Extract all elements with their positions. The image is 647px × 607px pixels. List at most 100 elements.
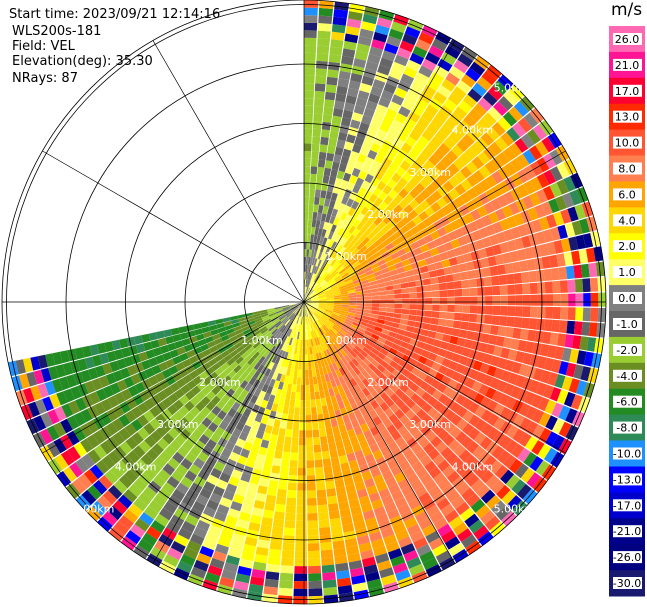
velocity-gate [384, 378, 394, 388]
velocity-gate [306, 308, 311, 317]
velocity-gate [394, 229, 404, 239]
velocity-gate [506, 316, 515, 327]
velocity-gate [223, 562, 239, 573]
velocity-gate [419, 177, 431, 189]
velocity-gate [394, 261, 404, 269]
velocity-gate [373, 270, 383, 277]
velocity-gate [473, 432, 487, 445]
velocity-gate [356, 305, 365, 310]
velocity-gate [363, 190, 373, 200]
velocity-gate [260, 311, 268, 316]
velocity-gate [491, 500, 506, 515]
velocity-gate [367, 53, 381, 65]
velocity-gate [337, 236, 345, 245]
velocity-gate [370, 142, 381, 153]
velocity-gate [158, 533, 174, 547]
velocity-gate [448, 257, 458, 266]
velocity-gate [70, 386, 82, 400]
velocity-gate [338, 316, 347, 321]
velocity-gate [27, 401, 40, 418]
velocity-gate [342, 48, 356, 58]
velocity-gate [479, 362, 490, 374]
velocity-gate [350, 466, 361, 477]
velocity-gate [524, 391, 536, 405]
velocity-gate [332, 311, 340, 316]
velocity-gate [378, 211, 388, 221]
velocity-gate [374, 153, 385, 164]
velocity-gate [311, 323, 315, 331]
velocity-gate [441, 530, 457, 544]
velocity-gate [399, 414, 410, 425]
velocity-gate [416, 221, 427, 232]
velocity-gate [216, 390, 226, 400]
velocity-gate [255, 343, 263, 352]
velocity-gate [505, 439, 519, 454]
velocity-gate [553, 293, 561, 307]
velocity-gate [121, 347, 131, 358]
velocity-gate [424, 298, 433, 304]
velocity-gate [181, 338, 191, 347]
velocity-gate [250, 339, 259, 347]
velocity-gate [385, 312, 394, 318]
velocity-gate [462, 94, 478, 108]
velocity-gate [318, 383, 324, 392]
velocity-gate [436, 173, 448, 185]
velocity-gate [451, 371, 462, 382]
velocity-gate [320, 136, 329, 146]
velocity-gate [338, 163, 347, 173]
velocity-gate [316, 482, 326, 491]
velocity-gate [390, 21, 407, 33]
velocity-gate [251, 404, 260, 414]
velocity-gate [326, 299, 335, 302]
velocity-gate [333, 471, 343, 481]
velocity-gate [573, 321, 583, 335]
velocity-gate [386, 35, 402, 48]
velocity-gate [430, 201, 442, 213]
azimuth-line [303, 40, 456, 303]
velocity-gate [311, 158, 319, 167]
velocity-gate [395, 436, 406, 448]
velocity-gate [422, 524, 437, 537]
velocity-gate [242, 362, 251, 371]
velocity-gate [165, 358, 175, 369]
velocity-gate [322, 382, 328, 391]
velocity-gate [346, 253, 354, 261]
velocity-gate [360, 336, 369, 344]
velocity-gate [264, 456, 274, 465]
velocity-gate [432, 297, 440, 305]
velocity-gate [161, 420, 173, 433]
velocity-gate [364, 251, 373, 260]
velocity-gate [516, 248, 527, 261]
velocity-gate [386, 508, 400, 520]
velocity-gate [298, 316, 302, 325]
velocity-gate [414, 346, 424, 356]
velocity-gate [385, 316, 394, 322]
velocity-gate [276, 332, 283, 340]
velocity-gate [481, 489, 496, 504]
velocity-gate [248, 451, 258, 461]
velocity-gate [286, 311, 294, 318]
velocity-gate [403, 193, 415, 204]
velocity-gate [255, 546, 269, 557]
velocity-gate [319, 527, 331, 536]
velocity-gate [323, 106, 334, 116]
velocity-gate [305, 287, 307, 295]
velocity-gate [447, 297, 455, 305]
velocity-gate [344, 214, 352, 223]
velocity-gate [495, 208, 507, 221]
velocity-gate [558, 421, 572, 438]
velocity-gate [534, 204, 546, 219]
velocity-gate [450, 457, 464, 471]
velocity-gate [194, 440, 206, 452]
velocity-gate [371, 359, 380, 368]
velocity-gate [509, 458, 523, 474]
velocity-gate [266, 323, 275, 330]
velocity-gate [571, 394, 583, 410]
velocity-gate [62, 466, 78, 483]
velocity-gate [179, 394, 190, 406]
velocity-gate [407, 454, 420, 467]
velocity-gate [230, 319, 240, 325]
velocity-gate [382, 238, 392, 247]
velocity-gate [308, 316, 313, 324]
velocity-gate [487, 256, 497, 267]
